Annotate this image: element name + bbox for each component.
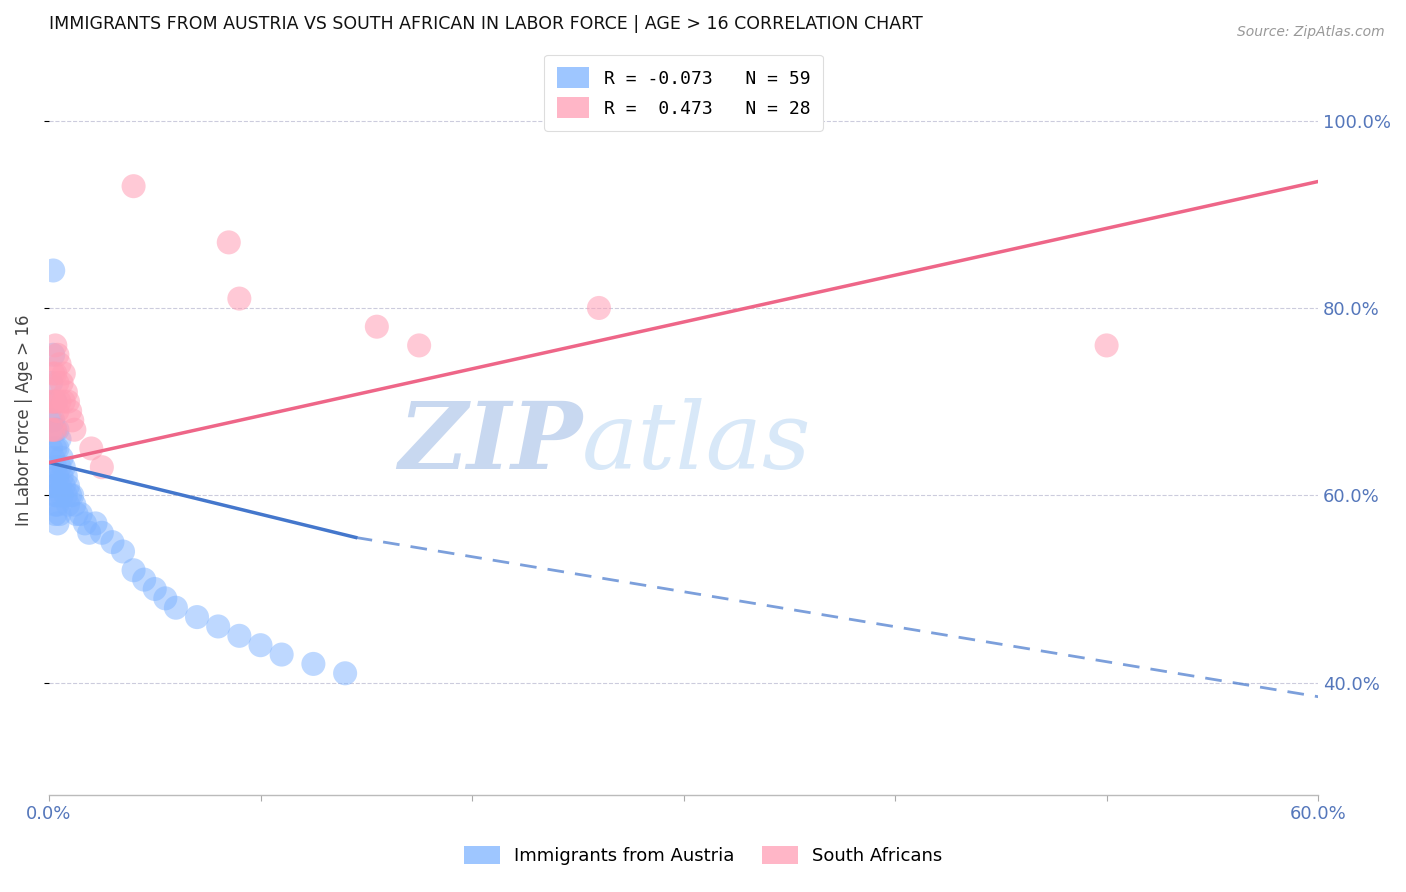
Point (52, 367, 75, 381)
Point (1095, 338, 1118, 352)
Point (39, 442, 62, 456)
Point (90, 525, 112, 540)
Point (44, 423, 66, 437)
Point (52, 479, 75, 493)
Point (77, 525, 100, 540)
Point (42, 263, 65, 277)
Legend: Immigrants from Austria, South Africans: Immigrants from Austria, South Africans (454, 837, 952, 874)
Point (48, 479, 70, 493)
Point (48, 432, 70, 446)
Point (59, 488, 82, 502)
Point (186, 610, 208, 624)
Point (46, 469, 69, 483)
Point (228, 629, 250, 643)
Point (51, 376, 73, 390)
Point (44, 338, 66, 352)
Point (44, 394, 66, 409)
Point (60, 488, 83, 502)
Point (51, 469, 73, 483)
Point (48, 394, 70, 409)
Y-axis label: In Labor Force | Age > 16: In Labor Force | Age > 16 (15, 315, 32, 526)
Point (52, 460, 75, 475)
Point (101, 535, 124, 549)
Point (39, 423, 62, 437)
Point (73, 516, 96, 531)
Point (44, 488, 66, 502)
Point (48, 507, 70, 521)
Point (46, 516, 69, 531)
Point (42, 450, 65, 465)
Point (302, 657, 325, 671)
Point (44, 394, 66, 409)
Point (122, 563, 145, 577)
Point (63, 423, 86, 437)
Point (59, 404, 82, 418)
Point (270, 648, 292, 662)
Point (44, 479, 66, 493)
Point (207, 619, 229, 633)
Point (46, 376, 69, 390)
Point (60, 413, 83, 427)
Point (46, 348, 69, 362)
Point (44, 507, 66, 521)
Point (65, 507, 87, 521)
Point (155, 591, 177, 606)
Point (55, 469, 77, 483)
Point (111, 544, 134, 558)
Point (56, 479, 79, 493)
Point (44, 423, 66, 437)
Point (42, 423, 65, 437)
Point (63, 498, 86, 512)
Point (55, 488, 77, 502)
Point (165, 600, 187, 615)
Point (366, 319, 388, 334)
Point (39, 413, 62, 427)
Point (143, 582, 166, 596)
Point (46, 488, 69, 502)
Text: Source: ZipAtlas.com: Source: ZipAtlas.com (1237, 25, 1385, 39)
Text: ZIP: ZIP (398, 398, 582, 488)
Point (39, 394, 62, 409)
Point (46, 442, 69, 456)
Point (134, 573, 156, 587)
Point (39, 469, 62, 483)
Point (122, 179, 145, 194)
Text: atlas: atlas (582, 398, 811, 488)
Point (52, 394, 75, 409)
Point (80, 442, 103, 456)
Point (46, 423, 69, 437)
Point (46, 498, 69, 512)
Point (44, 460, 66, 475)
Point (44, 498, 66, 512)
Text: IMMIGRANTS FROM AUSTRIA VS SOUTH AFRICAN IN LABOR FORCE | AGE > 16 CORRELATION C: IMMIGRANTS FROM AUSTRIA VS SOUTH AFRICAN… (49, 15, 922, 33)
Point (56, 394, 79, 409)
Point (408, 338, 430, 352)
Point (51, 450, 73, 465)
Point (69, 507, 91, 521)
Point (48, 460, 70, 475)
Point (44, 367, 66, 381)
Point (42, 413, 65, 427)
Point (39, 376, 62, 390)
Point (42, 394, 65, 409)
Point (42, 348, 65, 362)
Point (333, 666, 356, 681)
Point (51, 488, 73, 502)
Point (42, 479, 65, 493)
Point (46, 404, 69, 418)
Point (55, 385, 77, 400)
Point (228, 292, 250, 306)
Point (56, 498, 79, 512)
Point (48, 357, 70, 371)
Point (42, 367, 65, 381)
Point (249, 638, 271, 652)
Point (44, 442, 66, 456)
Point (588, 301, 610, 315)
Legend: R = -0.073   N = 59, R =  0.473   N = 28: R = -0.073 N = 59, R = 0.473 N = 28 (544, 54, 823, 131)
Point (218, 235, 240, 250)
Point (84, 516, 107, 531)
Point (90, 460, 112, 475)
